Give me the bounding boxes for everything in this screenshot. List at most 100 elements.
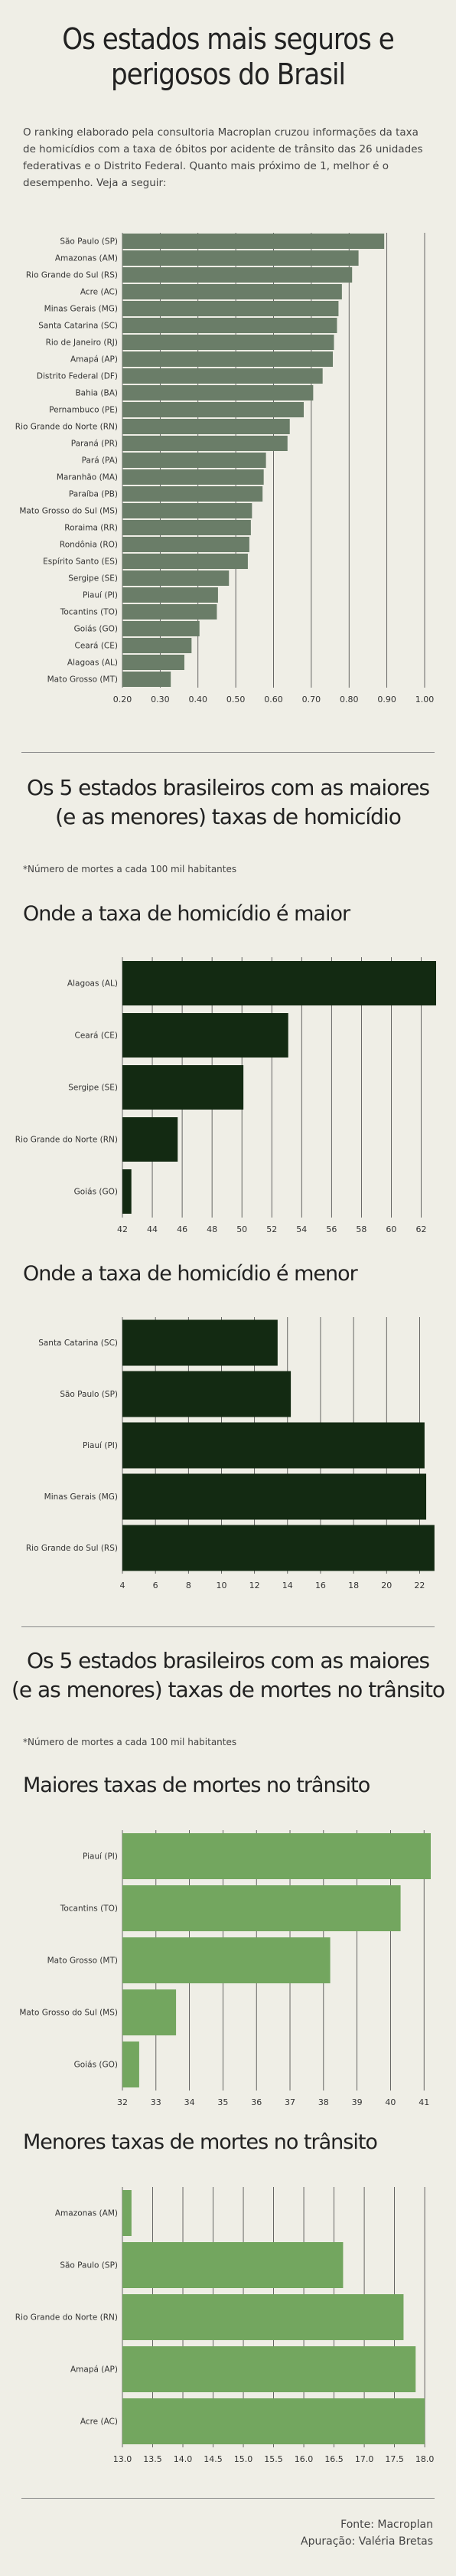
ranking-chart: São Paulo (SP) Amazonas (AM) Rio Grande do… [15, 233, 435, 704]
traffic-min-title: Menores taxas de mortes no trânsito [23, 2130, 378, 2154]
category-label: Minas Gerais (MG) [44, 305, 118, 314]
category-label: Rio Grande do Norte (RN) [15, 423, 118, 432]
tick-label: 0.20 [113, 695, 132, 704]
tick-label: 42 [117, 1224, 128, 1234]
tick-label: 4 [120, 1581, 125, 1590]
category-label: Maranhão (MA) [57, 473, 118, 482]
bar [122, 2242, 344, 2288]
category-label: Amapá (AP) [70, 2365, 118, 2375]
bar [122, 1937, 331, 1983]
tick-label: 15.5 [264, 2454, 283, 2464]
homicide-min-title: Onde a taxa de homicídio é menor [23, 1262, 358, 1286]
bar [122, 469, 264, 485]
tick-label: 39 [352, 2097, 363, 2107]
divider [21, 1626, 435, 1627]
bar [122, 655, 184, 670]
category-label: Piauí (PI) [83, 1852, 118, 1862]
tick-label: 17.5 [385, 2454, 404, 2464]
page-title: Os estados mais seguros e perigosos do B… [0, 21, 456, 92]
footer: Fonte: Macroplan Apuração: Valéria Breta… [301, 2516, 433, 2550]
tick-label: 40 [385, 2097, 396, 2107]
category-label: Goiás (GO) [74, 625, 118, 634]
tick-label: 16.5 [324, 2454, 344, 2464]
category-label: Amazonas (AM) [55, 254, 118, 263]
bar [122, 1319, 278, 1366]
traffic-section-title-line2: (e as menores) taxas de mortes no trânsi… [11, 1677, 445, 1702]
bar [122, 1169, 132, 1214]
category-label: Alagoas (AL) [67, 659, 118, 668]
bar [122, 453, 266, 468]
tick-label: 10 [216, 1581, 226, 1590]
category-label: Tocantins (TO) [60, 1904, 118, 1914]
tick-label: 15.0 [234, 2454, 253, 2464]
category-label: Mato Grosso (MT) [47, 675, 118, 685]
traffic-note: *Número de mortes a cada 100 mil habitan… [23, 1737, 237, 1747]
bar [122, 1525, 435, 1571]
bar [122, 234, 385, 249]
category-label: Tocantins (TO) [60, 608, 118, 617]
category-label: Mato Grosso do Sul (MS) [19, 507, 118, 516]
tick-label: 52 [266, 1224, 277, 1234]
tick-label: 44 [147, 1224, 158, 1234]
traffic-max-title: Maiores taxas de mortes no trânsito [23, 1773, 370, 1797]
category-label: Distrito Federal (DF) [37, 372, 118, 381]
bar [122, 672, 171, 687]
bar [122, 1885, 401, 1931]
tick-label: 14.5 [204, 2454, 223, 2464]
bar [122, 537, 249, 552]
tick-label: 0.90 [377, 695, 396, 704]
category-label: Minas Gerais (MG) [44, 1492, 118, 1502]
traffic-section-title-line1: Os 5 estados brasileiros com as maiores [26, 1648, 430, 1673]
page-title-line1: Os estados mais seguros e [62, 22, 395, 56]
bar [122, 2294, 404, 2340]
bar [122, 335, 334, 350]
divider [21, 752, 435, 753]
bar [122, 1117, 178, 1162]
tick-label: 1.00 [415, 695, 435, 704]
bar [122, 250, 359, 266]
tick-label: 18 [348, 1581, 359, 1590]
category-label: Acre (AC) [80, 288, 118, 297]
bar [122, 1422, 425, 1469]
category-label: Paraná (PR) [71, 440, 118, 449]
category-label: Mato Grosso (MT) [47, 1957, 118, 1966]
tick-label: 18.0 [415, 2454, 435, 2464]
tick-label: 38 [318, 2097, 329, 2107]
bar [122, 267, 353, 283]
bar [122, 419, 290, 434]
category-label: Mato Grosso do Sul (MS) [19, 2009, 118, 2018]
tick-label: 20 [381, 1581, 392, 1590]
bar [122, 1989, 177, 2035]
tick-label: 12 [249, 1581, 260, 1590]
bar [122, 318, 337, 333]
category-label: Sergipe (SE) [68, 1084, 118, 1093]
bar [122, 1371, 292, 1417]
tick-label: 14.0 [174, 2454, 193, 2464]
category-label: Santa Catarina (SC) [38, 322, 118, 331]
category-label: Santa Catarina (SC) [38, 1339, 118, 1348]
traffic-min-chart: Amazonas (AM) São Paulo (SP) Rio Grande do… [15, 2187, 435, 2464]
category-label: Piauí (PI) [83, 1441, 118, 1450]
category-label: Ceará (CE) [75, 642, 118, 651]
bar [122, 2190, 132, 2236]
tick-label: 0.40 [189, 695, 208, 704]
category-label: Rio Grande do Norte (RN) [15, 1136, 118, 1145]
homicide-section-title-line2: (e as menores) taxas de homicídio [55, 804, 402, 829]
intro-text: O ranking elaborado pela consultoria Mac… [23, 126, 423, 189]
category-label: Sergipe (SE) [68, 574, 118, 584]
tick-label: 37 [285, 2097, 295, 2107]
traffic-section-title: Os 5 estados brasileiros com as maiores … [0, 1646, 456, 1705]
bar [122, 2346, 416, 2392]
category-label: Bahia (BA) [75, 389, 118, 398]
bar [122, 1013, 288, 1058]
tick-label: 16.0 [295, 2454, 314, 2464]
tick-label: 34 [184, 2097, 195, 2107]
bar [122, 520, 251, 535]
bar [122, 604, 217, 619]
tick-label: 16 [315, 1581, 326, 1590]
page-title-line2: perigosos do Brasil [110, 57, 346, 91]
tick-label: 62 [415, 1224, 426, 1234]
tick-label: 0.30 [151, 695, 170, 704]
homicide-section-title-line1: Os 5 estados brasileiros com as maiores [26, 775, 430, 800]
tick-label: 58 [356, 1224, 366, 1234]
